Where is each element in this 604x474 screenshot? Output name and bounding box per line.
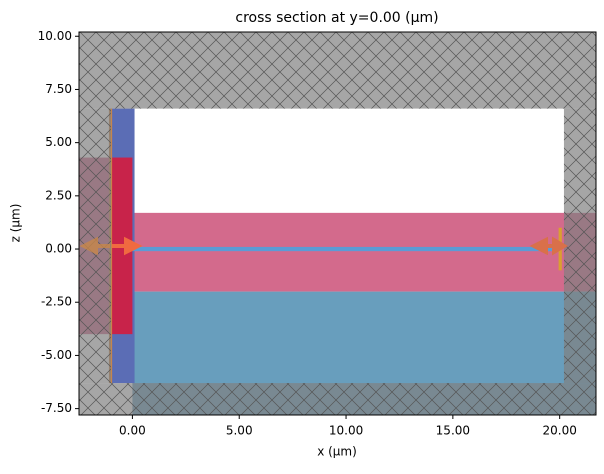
y-axis-label: z (μm)	[9, 204, 23, 243]
x-tick-label: 20.00	[543, 424, 577, 438]
y-tick-label: 2.50	[45, 188, 72, 202]
x-axis-label: x (μm)	[317, 445, 357, 459]
y-tick-label: -5.00	[41, 348, 72, 362]
chart-title: cross section at y=0.00 (μm)	[235, 10, 438, 26]
source-arrow	[79, 236, 110, 256]
y-tick-label: 10.00	[38, 29, 72, 43]
y-tick-label: -2.50	[41, 295, 72, 309]
structure-region	[79, 212, 596, 292]
x-tick-label: 15.00	[436, 424, 470, 438]
x-tick-label: 10.00	[329, 424, 363, 438]
axes-frame	[78, 31, 597, 416]
y-tick-label: 0.00	[45, 242, 72, 256]
y-tick-label: 5.00	[45, 135, 72, 149]
pml-hatch	[563, 108, 596, 384]
y-tick-label: 7.50	[45, 82, 72, 96]
monitor-arrow	[529, 236, 568, 256]
y-tick-label: -7.50	[41, 401, 72, 415]
x-tick-label: 5.00	[226, 424, 253, 438]
x-tick-label: 0.00	[119, 424, 146, 438]
pml-hatch	[79, 383, 596, 415]
structure-region	[132, 246, 560, 252]
pml-hatch	[79, 32, 596, 109]
source-arrow	[112, 236, 143, 256]
